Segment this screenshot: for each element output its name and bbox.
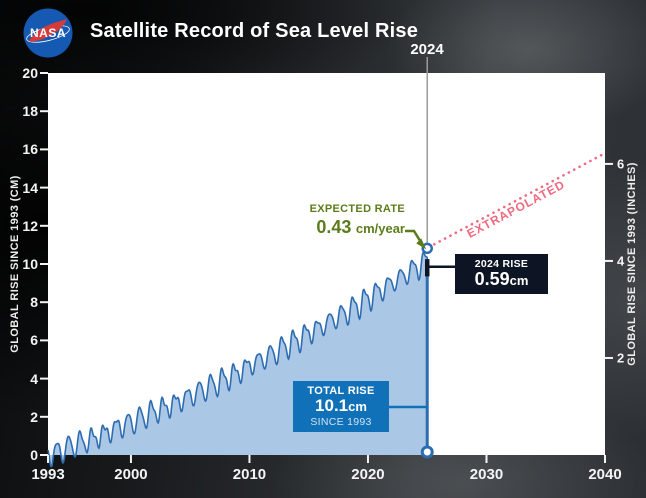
y-left-tick-label: 0 — [30, 447, 38, 463]
nasa-logo-swoosh — [29, 19, 67, 42]
expected-rate-annotation: EXPECTED RATE 0.43 cm/year — [270, 203, 405, 238]
y-right-tick-label: 4 — [617, 253, 625, 269]
total-rise-subtext: SINCE 1993 — [310, 416, 372, 428]
x-tick-label: 2040 — [588, 466, 622, 483]
y-left-tick-label: 16 — [22, 141, 38, 158]
rise-2024-label: 2024 RISE — [474, 258, 529, 270]
y-left-tick-label: 2 — [30, 408, 38, 425]
x-tick-label: 2010 — [232, 466, 267, 483]
rise-2024-unit: cm — [509, 273, 529, 288]
y-left-tick-label: 6 — [30, 332, 38, 349]
page-title: Satellite Record of Sea Level Rise — [90, 20, 419, 42]
y-left-tick-label: 8 — [30, 294, 38, 311]
nasa-logo-text: NASA — [30, 26, 66, 40]
total-rise-unit: cm — [348, 399, 367, 414]
total-rise-label: TOTAL RISE — [307, 385, 375, 397]
total-rise-value: 10.1 — [315, 396, 349, 415]
total-rise-callout: TOTAL RISE 10.1cm SINCE 1993 — [293, 381, 389, 432]
rise-2024-value: 0.59 — [474, 269, 510, 289]
nasa-logo-icon: NASA — [23, 8, 73, 58]
y-left-tick-label: 20 — [22, 65, 38, 81]
y-left-tick-label: 4 — [30, 370, 38, 387]
expected-rate-label: EXPECTED RATE — [309, 203, 405, 215]
y-left-tick-label: 10 — [22, 256, 38, 272]
y-right-tick-label: 6 — [617, 156, 625, 172]
y-axis-right-title: GLOBAL RISE SINCE 1993 (INCHES) — [626, 162, 638, 366]
x-tick-label: 2000 — [114, 466, 148, 483]
y-left-tick-label: 14 — [22, 179, 38, 196]
year-2024-marker-label: 2024 — [410, 41, 444, 58]
x-tick-label: 2030 — [469, 466, 504, 483]
y-left-tick-label: 12 — [22, 217, 38, 234]
expected-rate-value: 0.43 — [316, 217, 352, 237]
x-tick-label: 2020 — [351, 466, 385, 483]
y-left-tick-label: 18 — [22, 103, 38, 120]
expected-rate-unit: cm/year — [355, 221, 405, 236]
y-right-tick-label: 2 — [617, 350, 625, 366]
rise-2024-callout: 2024 RISE 0.59cm — [455, 254, 548, 294]
x-tick-label: 1993 — [31, 466, 65, 483]
